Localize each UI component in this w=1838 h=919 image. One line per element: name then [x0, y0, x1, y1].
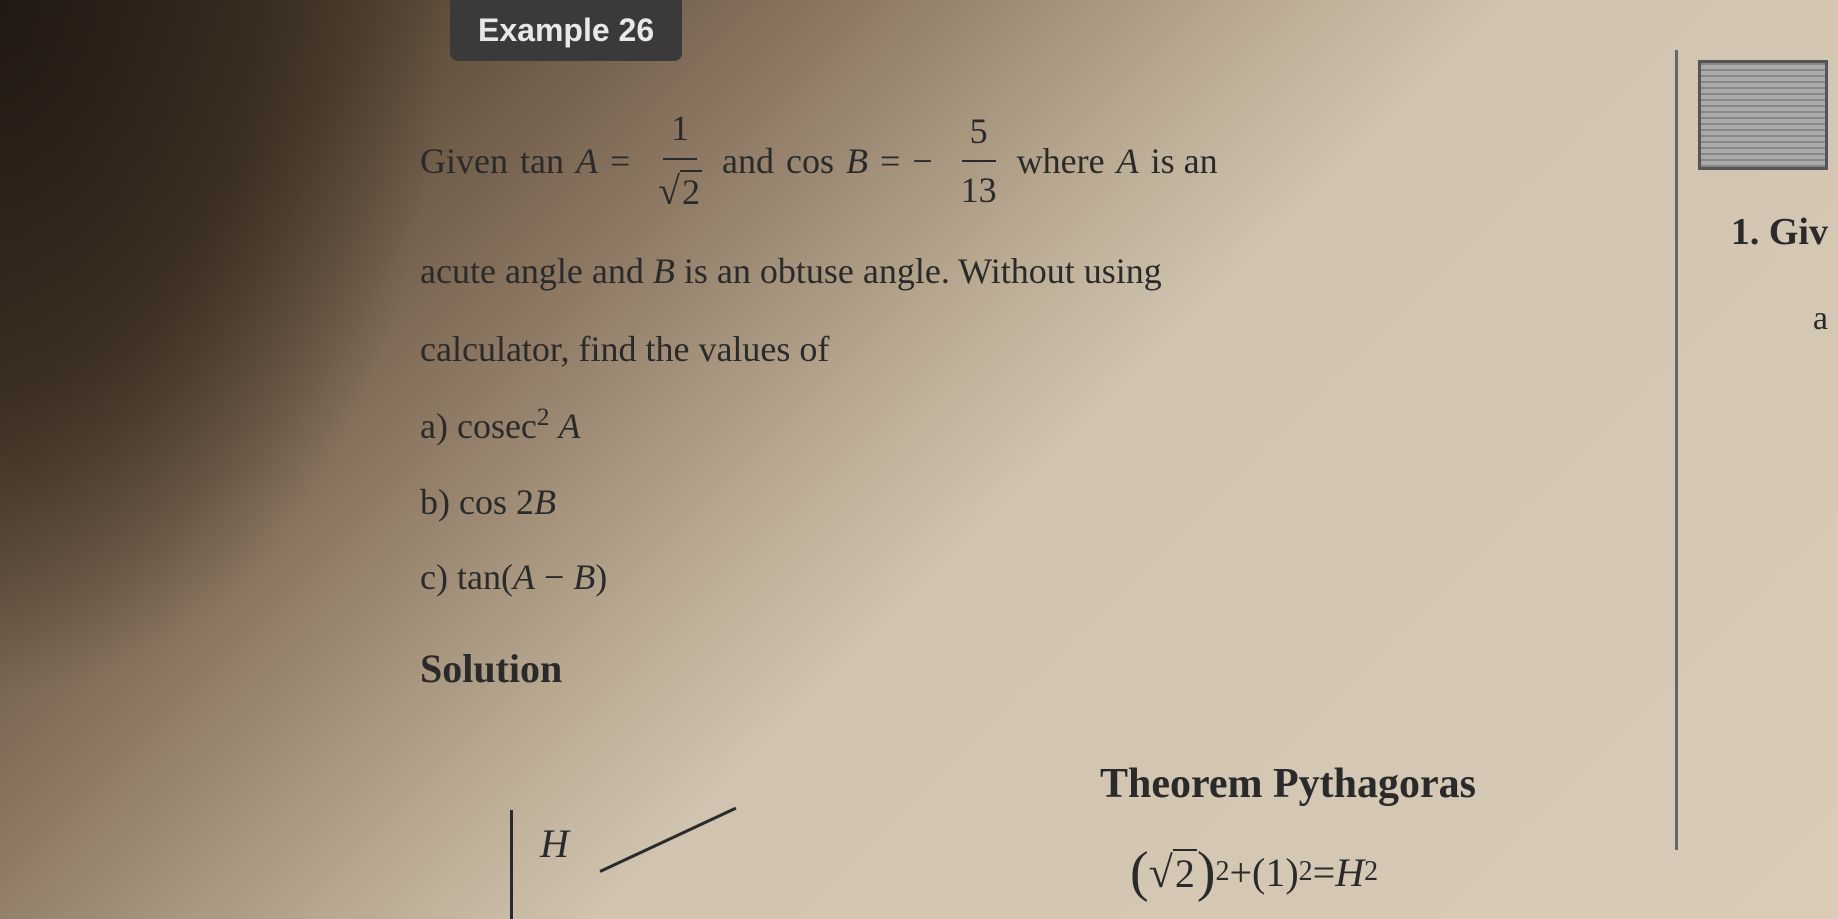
equals-1: =	[610, 133, 630, 191]
var-a-1: A	[576, 133, 598, 191]
body-line-2: calculator, find the values of	[420, 321, 1320, 379]
frac2-den: 13	[953, 162, 1005, 220]
part-a: a) cosec2 A	[420, 398, 1320, 456]
is-an-text: is an	[1151, 133, 1218, 191]
theorem-heading: Theorem Pythagoras	[1100, 760, 1476, 808]
example-label: Example 26	[478, 12, 654, 48]
part-c-mid: −	[535, 557, 573, 597]
frac1-den: 2	[650, 160, 710, 223]
fraction-1: 1 2	[650, 100, 710, 223]
body-line-1: acute angle and B is an obtuse angle. Wi…	[420, 243, 1320, 301]
eq-h: H	[1335, 849, 1364, 896]
where-text: where	[1017, 133, 1105, 191]
margin-item-2: a	[1813, 300, 1828, 338]
triangle-vertical	[510, 810, 513, 919]
problem-content: Given tan A = 1 2 and cos B = − 5 13 whe…	[420, 100, 1320, 701]
sqrt-1: 2	[658, 160, 702, 223]
eq-sqrt: 2	[1149, 847, 1197, 898]
margin-figure-box	[1698, 60, 1828, 170]
triangle-h-label: H	[540, 820, 569, 867]
eq-sqrt-rad: 2	[1173, 849, 1197, 896]
body1a: acute angle and	[420, 251, 644, 291]
theorem-label: Theorem Pythagoras	[1100, 761, 1476, 807]
pythagoras-equation: (2) 2 + (1)2 = H2	[1130, 840, 1378, 904]
fraction-2: 5 13	[953, 103, 1005, 220]
part-b-func: cos	[459, 482, 507, 522]
part-c-func: tan(	[457, 557, 513, 597]
body1b: is an obtuse angle. Without using	[684, 251, 1162, 291]
finger-shadow	[0, 0, 450, 700]
eq-exp2: 2	[1299, 856, 1313, 888]
eq-lparen1: (	[1130, 840, 1149, 904]
frac2-num: 5	[962, 103, 996, 163]
frac1-num: 1	[663, 100, 697, 160]
eq-term1: (2)	[1130, 840, 1215, 904]
var-b-1: B	[846, 133, 868, 191]
body2: calculator, find the values of	[420, 329, 829, 369]
part-c-var-b: B	[573, 557, 595, 597]
part-c: c) tan(A − B)	[420, 549, 1320, 607]
var-b-2: B	[653, 251, 675, 291]
margin-text-2: a	[1813, 300, 1828, 337]
eq-exp3: 2	[1364, 856, 1378, 888]
margin-text-1: 1. Giv	[1731, 211, 1828, 253]
eq-rparen1: )	[1197, 840, 1216, 904]
part-a-exp: 2	[537, 404, 550, 431]
minus-sign: −	[912, 133, 932, 191]
part-a-var: A	[559, 406, 581, 446]
part-a-func: cosec	[457, 406, 537, 446]
subparts: a) cosec2 A b) cos 2B c) tan(A − B)	[420, 398, 1320, 607]
given-statement: Given tan A = 1 2 and cos B = − 5 13 whe…	[420, 100, 1320, 223]
part-b: b) cos 2B	[420, 474, 1320, 532]
triangle-h-text: H	[540, 821, 569, 866]
and-text: and	[722, 133, 774, 191]
part-b-arg: 2	[516, 482, 534, 522]
sqrt1-radicand: 2	[680, 170, 702, 212]
column-divider	[1675, 50, 1678, 850]
tan-func: tan	[520, 133, 564, 191]
var-a-2: A	[1117, 133, 1139, 191]
part-b-var: B	[534, 482, 556, 522]
part-c-close: )	[595, 557, 607, 597]
equals-2: =	[880, 133, 900, 191]
eq-equals: =	[1313, 849, 1336, 896]
triangle-hypotenuse	[599, 807, 736, 873]
cos-func: cos	[786, 133, 834, 191]
part-c-var-a: A	[513, 557, 535, 597]
eq-one: (1)	[1252, 849, 1299, 896]
eq-plus: +	[1229, 849, 1252, 896]
example-tag: Example 26	[450, 0, 682, 61]
eq-exp1: 2	[1215, 856, 1229, 888]
solution-heading: Solution	[420, 637, 1320, 701]
margin-item-1: 1. Giv	[1731, 210, 1828, 254]
